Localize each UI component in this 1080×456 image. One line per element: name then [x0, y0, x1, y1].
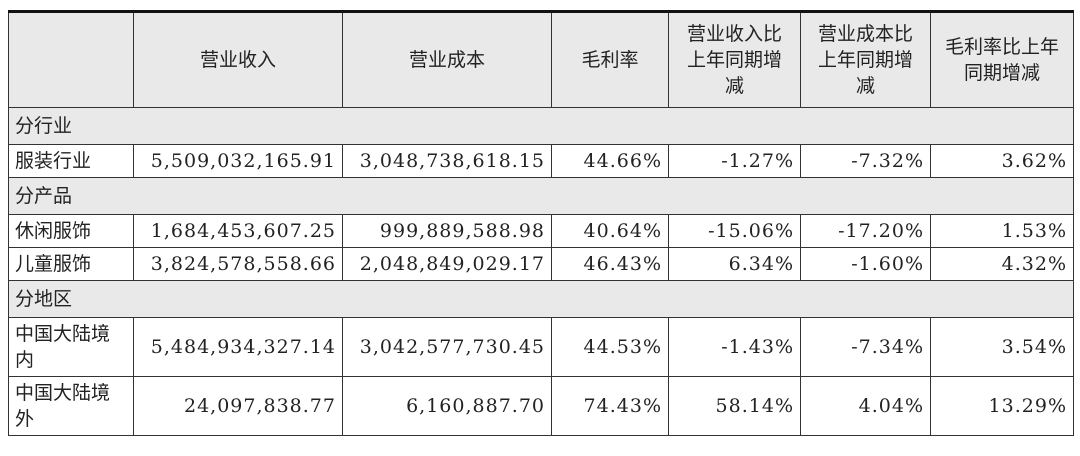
section-label: 分地区: [8, 280, 1074, 318]
table-cell: 24,097,838.77: [133, 376, 343, 436]
header-cell: 营业收入比上年同期增减: [668, 11, 801, 108]
table-cell: 46.43%: [551, 247, 669, 281]
table-cell: 2,048,849,029.17: [342, 247, 552, 281]
table-row: 分地区: [8, 280, 1074, 318]
row-label: 中国大陆境外: [8, 376, 134, 436]
header-cell: 营业收入: [133, 11, 343, 108]
table-cell: 5,509,032,165.91: [133, 144, 343, 178]
table-cell: 6,160,887.70: [342, 376, 552, 436]
row-label: 儿童服饰: [8, 247, 134, 281]
row-label: 中国大陆境内: [8, 317, 134, 377]
table-row: 休闲服饰 1,684,453,607.25 999,889,588.98 40.64%…: [8, 214, 1074, 248]
table-cell: 999,889,588.98: [342, 214, 552, 248]
table-cell: -1.43%: [668, 317, 801, 377]
table-row: 中国大陆境外 24,097,838.77 6,160,887.70 74.43% 58.…: [8, 376, 1074, 436]
table-cell: 13.29%: [930, 376, 1074, 436]
table-cell: 44.53%: [551, 317, 669, 377]
table-cell: 4.32%: [930, 247, 1074, 281]
table-row: 分产品: [8, 177, 1074, 215]
header-cell: 毛利率比上年同期增减: [930, 11, 1074, 108]
table-cell: 1.53%: [930, 214, 1074, 248]
table-cell: 44.66%: [551, 144, 669, 178]
table-cell: -1.60%: [800, 247, 931, 281]
table-cell: -7.34%: [800, 317, 931, 377]
table-row: 中国大陆境内 5,484,934,327.14 3,042,577,730.45 44…: [8, 317, 1074, 377]
row-label: 服装行业: [8, 144, 134, 178]
row-label: 休闲服饰: [8, 214, 134, 248]
table-cell: 6.34%: [668, 247, 801, 281]
table-cell: -17.20%: [800, 214, 931, 248]
table-row: 服装行业 5,509,032,165.91 3,048,738,618.15 44.6…: [8, 144, 1074, 178]
table-cell: 74.43%: [551, 376, 669, 436]
table-cell: 3.62%: [930, 144, 1074, 178]
table-cell: -7.32%: [800, 144, 931, 178]
header-cell: [8, 11, 134, 108]
section-label: 分行业: [8, 107, 1074, 145]
section-label: 分产品: [8, 177, 1074, 215]
table-cell: 1,684,453,607.25: [133, 214, 343, 248]
table-cell: 3,042,577,730.45: [342, 317, 552, 377]
table-body: 分行业 服装行业 5,509,032,165.91 3,048,738,618.15 4…: [8, 107, 1074, 436]
table-cell: 58.14%: [668, 376, 801, 436]
table-cell: 40.64%: [551, 214, 669, 248]
table-row: 分行业: [8, 107, 1074, 145]
table-cell: -15.06%: [668, 214, 801, 248]
table-cell: 5,484,934,327.14: [133, 317, 343, 377]
table-cell: -1.27%: [668, 144, 801, 178]
table-cell: 3,824,578,558.66: [133, 247, 343, 281]
table-cell: 3,048,738,618.15: [342, 144, 552, 178]
table-row: 儿童服饰 3,824,578,558.66 2,048,849,029.17 46.4…: [8, 247, 1074, 281]
table-header: 营业收入 营业成本 毛利率 营业收入比上年同期增减 营业成本比上年同期增减 毛利率比上年同…: [8, 11, 1074, 108]
header-cell: 毛利率: [551, 11, 669, 108]
header-row: 营业收入 营业成本 毛利率 营业收入比上年同期增减 营业成本比上年同期增减 毛利率比上年同…: [8, 11, 1074, 108]
header-cell: 营业成本: [342, 11, 552, 108]
header-cell: 营业成本比上年同期增减: [800, 11, 931, 108]
financial-table: 营业收入 营业成本 毛利率 营业收入比上年同期增减 营业成本比上年同期增减 毛利率比上年同…: [8, 10, 1074, 436]
table-cell: 4.04%: [800, 376, 931, 436]
table-cell: 3.54%: [930, 317, 1074, 377]
